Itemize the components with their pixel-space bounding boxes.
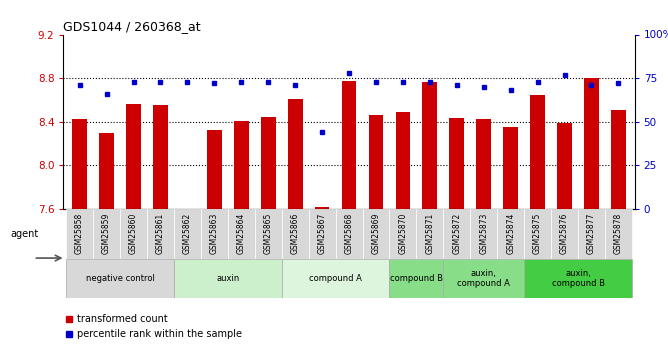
Text: GSM25873: GSM25873 [479,213,488,254]
Bar [174,209,201,259]
Bar [584,78,599,345]
Text: GSM25875: GSM25875 [533,213,542,254]
Bar [416,209,444,259]
Bar [309,209,335,259]
Bar [72,119,87,345]
Text: GSM25872: GSM25872 [452,213,462,254]
Text: GSM25869: GSM25869 [371,213,381,254]
Bar [611,110,626,345]
Bar [174,259,282,298]
Bar [234,120,248,345]
Bar [201,209,228,259]
Text: percentile rank within the sample: percentile rank within the sample [77,329,242,339]
Bar [315,207,329,345]
Bar [180,209,195,345]
Bar [578,209,605,259]
Bar [363,209,389,259]
Bar [605,209,632,259]
Bar [335,209,363,259]
Bar [126,104,141,345]
Text: negative control: negative control [86,274,154,283]
Text: GSM25863: GSM25863 [210,213,219,254]
Bar [557,123,572,345]
Bar [153,105,168,345]
Text: GSM25858: GSM25858 [75,213,84,254]
Bar [524,209,551,259]
Bar [395,112,410,345]
Text: GSM25866: GSM25866 [291,213,300,254]
Bar [422,82,438,345]
Text: GSM25859: GSM25859 [102,213,111,254]
Bar [503,127,518,345]
Bar [497,209,524,259]
Text: GSM25877: GSM25877 [587,213,596,254]
Text: compound B: compound B [390,274,443,283]
Bar [120,209,147,259]
Text: transformed count: transformed count [77,314,168,324]
Text: compound A: compound A [309,274,362,283]
Bar [476,119,491,345]
Bar [369,115,383,345]
Bar [389,259,444,298]
Text: agent: agent [10,229,38,239]
Bar [147,209,174,259]
Text: auxin: auxin [216,274,239,283]
Bar [450,118,464,345]
Bar [551,209,578,259]
Bar [524,259,632,298]
Bar [66,259,174,298]
Text: GSM25874: GSM25874 [506,213,515,254]
Text: GSM25867: GSM25867 [317,213,327,254]
Bar [341,81,357,345]
Text: GSM25876: GSM25876 [560,213,569,254]
Bar [282,209,309,259]
Text: auxin,
compound B: auxin, compound B [552,269,605,288]
Text: GSM25878: GSM25878 [614,213,623,254]
Text: GSM25860: GSM25860 [129,213,138,254]
Text: GSM25862: GSM25862 [183,213,192,254]
Bar [207,130,222,345]
Bar [470,209,497,259]
Text: GSM25871: GSM25871 [426,213,434,254]
Text: GSM25870: GSM25870 [398,213,407,254]
Bar [282,259,389,298]
Text: GSM25864: GSM25864 [236,213,246,254]
Text: GSM25861: GSM25861 [156,213,165,254]
Bar [66,209,93,259]
Text: GDS1044 / 260368_at: GDS1044 / 260368_at [63,20,201,33]
Bar [444,259,524,298]
Bar [444,209,470,259]
Bar [255,209,282,259]
Bar [261,117,276,345]
Bar [99,132,114,345]
Bar [288,99,303,345]
Text: GSM25865: GSM25865 [264,213,273,254]
Bar [389,209,416,259]
Bar [93,209,120,259]
Bar [530,96,545,345]
Text: GSM25868: GSM25868 [345,213,353,254]
Text: auxin,
compound A: auxin, compound A [458,269,510,288]
Bar [228,209,255,259]
